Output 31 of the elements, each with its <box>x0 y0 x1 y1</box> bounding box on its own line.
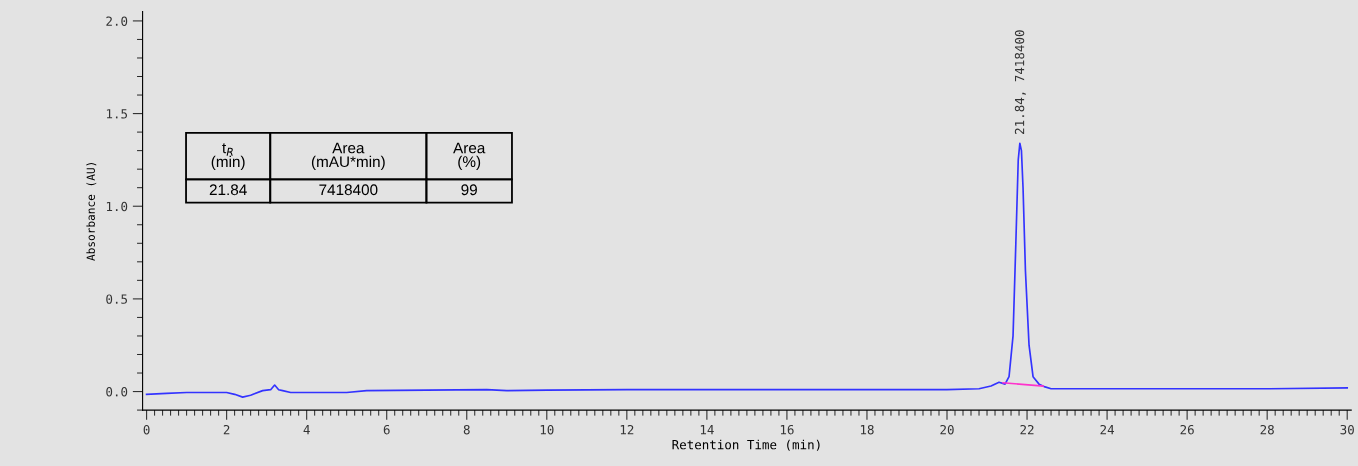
x-tick-label: 28 <box>1260 424 1274 435</box>
annotation: Area (mAU*min) <box>311 142 385 171</box>
y-tick-label: 1.5 <box>106 109 128 119</box>
x-tick-label: 10 <box>540 424 554 435</box>
y-axis-title: Absorbance (AU) <box>86 163 97 261</box>
x-axis-title: Retention Time (min) <box>672 439 820 451</box>
x-tick-label: 2 <box>223 424 230 435</box>
x-tick-label: 4 <box>303 425 310 435</box>
annotation: 99 <box>461 184 477 196</box>
line-series <box>145 142 1349 398</box>
y-tick-label: 0.5 <box>106 294 128 304</box>
x-tick-label: 22 <box>1020 424 1034 435</box>
annotation: t$_{R}$ (min) <box>211 143 245 171</box>
x-tick-label: 6 <box>383 424 390 435</box>
x-tick-label: 26 <box>1180 424 1194 435</box>
annotation: Area (%) <box>453 142 486 171</box>
y-tick-label: 1.0 <box>106 201 128 212</box>
x-tick-label: 18 <box>860 424 874 435</box>
annotation: 7418400 <box>319 184 378 196</box>
annotation: 21.84, 7418400 <box>1014 30 1026 134</box>
x-tick-label: 30 <box>1340 424 1354 435</box>
x-tick-label: 0 <box>143 424 150 435</box>
x-tick-label: 20 <box>940 424 954 435</box>
x-tick-label: 14 <box>700 425 714 435</box>
x-tick-label: 24 <box>1100 424 1115 435</box>
x-tick-label: 12 <box>620 424 634 435</box>
x-tick-label: 16 <box>780 424 794 435</box>
y-tick-label: 2.0 <box>106 16 128 26</box>
x-tick-label: 8 <box>463 424 470 435</box>
annotation: 21.84 <box>209 184 247 196</box>
y-tick-label: 0.0 <box>106 387 128 397</box>
